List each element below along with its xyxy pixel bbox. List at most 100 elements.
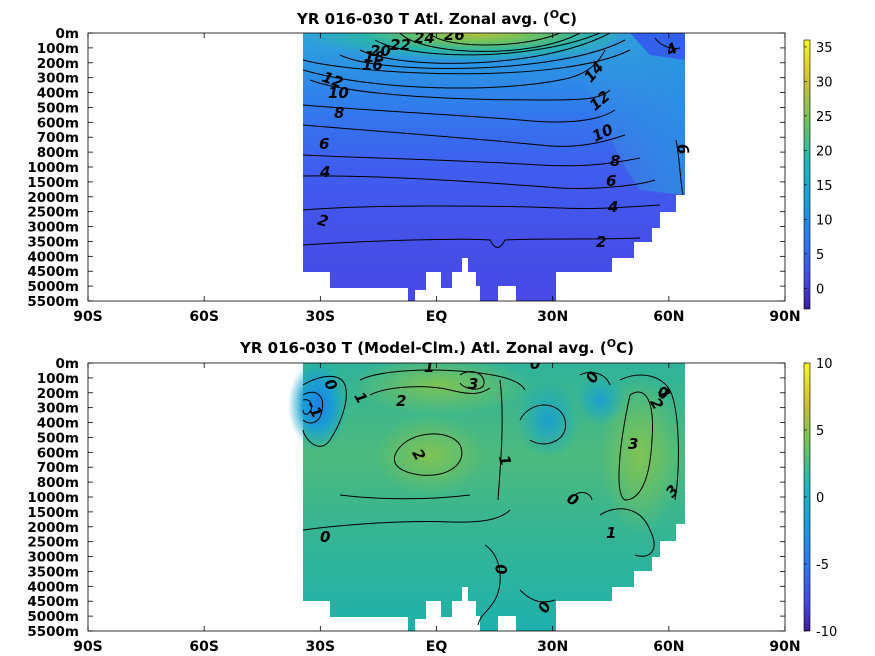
y-tick-label: 1500m: [27, 505, 79, 521]
panel1-contours: [302, 33, 684, 248]
contour-label: 0: [530, 355, 540, 373]
contour-label: 4: [319, 163, 330, 181]
colorbar-tick-label: 10: [816, 213, 833, 228]
y-tick-label: 4500m: [27, 264, 79, 280]
contour-label: 6: [319, 135, 329, 153]
y-tick-label: 5500m: [27, 624, 79, 640]
contour-label: 2: [596, 233, 606, 251]
y-tick-label: 200m: [37, 56, 79, 72]
contour-label: 3: [468, 375, 478, 393]
y-tick-label: 2500m: [27, 535, 79, 551]
y-tick-label: 300m: [37, 401, 79, 417]
y-tick-label: 5000m: [27, 279, 79, 295]
colorbar-tick-label: 35: [816, 41, 833, 56]
y-tick-label: 4000m: [27, 249, 79, 265]
contour-label: 4: [607, 198, 618, 216]
y-tick-label: 600m: [37, 115, 79, 131]
panel1-field-base: [303, 33, 685, 301]
panel-model-minus-climatology: YR 016-030 T (Model-Clm.) Atl. Zonal avg…: [27, 337, 837, 655]
contour-label: 26: [444, 26, 465, 44]
x-tick-label: 90N: [769, 639, 800, 655]
y-tick-label: 3500m: [27, 564, 79, 580]
y-tick-label: 5000m: [27, 609, 79, 625]
panel2-cool-anomaly: [575, 375, 625, 425]
panel1-colorbar: [803, 39, 811, 310]
contour-label: -1: [302, 398, 326, 421]
panel1-cold-corner: [630, 33, 685, 60]
y-tick-label: 2000m: [27, 190, 79, 206]
y-tick-label: 1000m: [27, 160, 79, 176]
colorbar-tick-label: 25: [816, 110, 833, 125]
contour-label: 24: [414, 29, 435, 47]
contour-label: 3: [628, 435, 638, 453]
colorbar-tick-label: 10: [816, 357, 833, 372]
colorbar-tick-label: 0: [816, 282, 824, 297]
x-tick-label: 30S: [306, 639, 336, 655]
panel2-warm-band: [350, 363, 530, 415]
panel2-x-axis: 90S 60S 30S EQ 30N 60N 90N: [73, 363, 801, 655]
contour-label: 20: [370, 42, 391, 60]
y-tick-label: 5500m: [27, 294, 79, 310]
y-tick-label: 2000m: [27, 520, 79, 536]
panel1-colorbar-ticks: 35 30 25 20 15 10 5 0: [804, 41, 833, 297]
y-tick-label: 100m: [37, 371, 79, 387]
contour-label: 1: [424, 358, 434, 376]
panel1-title: YR 016-030 T Atl. Zonal avg. (OC): [296, 8, 577, 28]
x-tick-label: 90N: [769, 309, 800, 325]
panel2-colorbar-ticks: 10 5 0 -5 -10: [804, 357, 837, 640]
y-tick-label: 500m: [37, 100, 79, 116]
x-tick-label: 30N: [537, 639, 568, 655]
y-tick-label: 4000m: [27, 579, 79, 595]
y-tick-label: 0m: [56, 26, 79, 42]
y-tick-label: 1000m: [27, 490, 79, 506]
y-tick-label: 0m: [56, 356, 79, 372]
panel1-north-warm: [560, 33, 685, 195]
y-tick-label: 400m: [37, 86, 79, 102]
y-tick-label: 3000m: [27, 220, 79, 236]
y-tick-label: 100m: [37, 41, 79, 57]
x-tick-label: EQ: [426, 639, 448, 655]
y-tick-label: 500m: [37, 430, 79, 446]
contour-label: 1: [606, 524, 616, 542]
y-tick-label: 1500m: [27, 175, 79, 191]
panel2-cool-anomaly: [516, 380, 580, 460]
panel2-warm-core: [375, 415, 485, 495]
colorbar-tick-label: 5: [816, 424, 824, 439]
contour-label: 0: [491, 563, 511, 576]
y-tick-label: 700m: [37, 460, 79, 476]
y-tick-label: 4500m: [27, 594, 79, 610]
y-tick-label: 600m: [37, 445, 79, 461]
panel1-x-axis: 90S 60S 30S EQ 30N 60N 90N: [73, 33, 801, 325]
y-tick-label: 3500m: [27, 234, 79, 250]
contour-label: 6: [673, 142, 693, 155]
colorbar-tick-label: -5: [816, 558, 829, 573]
panel2-contours: [302, 369, 679, 626]
x-tick-label: 30S: [306, 309, 336, 325]
y-tick-label: 300m: [37, 71, 79, 87]
panel1-y-axis: 0m100m200m300m400m500m600m700m800m1000m1…: [27, 26, 785, 310]
panel-temperature: YR 016-030 T Atl. Zonal avg. (OC): [27, 8, 832, 325]
y-tick-label: 800m: [37, 475, 79, 491]
y-tick-label: 3000m: [27, 550, 79, 566]
colorbar-tick-label: 30: [816, 75, 833, 90]
x-tick-label: 90S: [73, 309, 103, 325]
x-tick-label: 60N: [653, 309, 684, 325]
contour-label: 16: [362, 56, 383, 74]
x-tick-label: 60S: [189, 309, 219, 325]
y-tick-label: 200m: [37, 386, 79, 402]
y-tick-label: 2500m: [27, 205, 79, 221]
contour-label: 18: [364, 48, 385, 66]
colorbar-tick-label: 0: [816, 491, 824, 506]
contour-label: 2: [396, 392, 406, 410]
x-tick-label: 30N: [537, 309, 568, 325]
colorbar-tick-label: 5: [816, 248, 824, 263]
contour-label: 0: [320, 528, 330, 546]
x-tick-label: 60N: [653, 639, 684, 655]
panel2-y-axis: 0m100m200m300m400m500m600m700m800m1000m1…: [27, 356, 785, 640]
colorbar-tick-label: 20: [816, 144, 833, 159]
contour-label: 0: [658, 384, 668, 402]
contour-label: 2: [316, 211, 331, 231]
panel2-title: YR 016-030 T (Model-Clm.) Atl. Zonal avg…: [239, 337, 634, 357]
contour-label: 8: [610, 152, 620, 170]
